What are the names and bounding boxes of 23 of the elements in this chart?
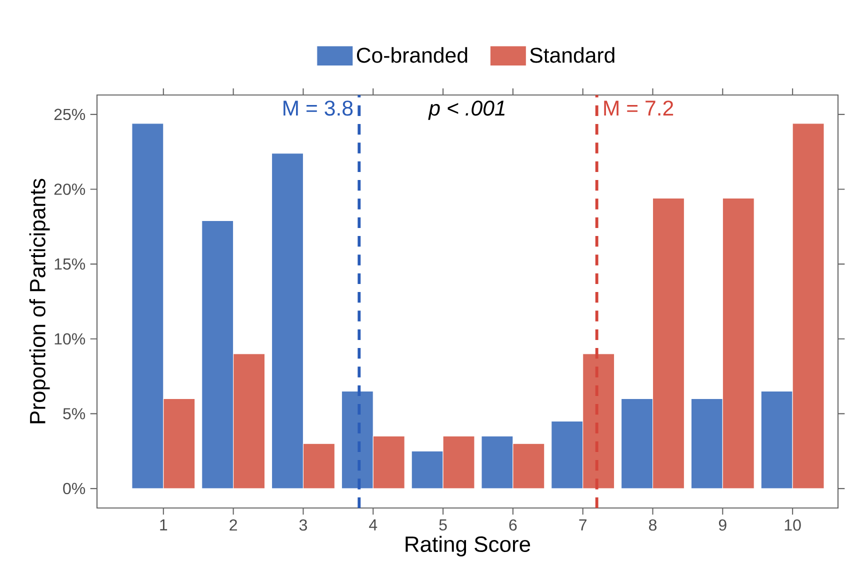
legend-label: Standard [530, 47, 614, 63]
annotation: p < .001 [428, 100, 505, 120]
x-tick-label: 3 [299, 519, 307, 531]
y-tick-label: 5% [63, 408, 86, 420]
x-tick-label: 8 [648, 519, 656, 531]
x-tick-label: 1 [160, 519, 168, 530]
y-tick-label: 15% [54, 258, 86, 270]
x-tick-label: 10 [784, 519, 801, 531]
y-tick-label: 10% [54, 333, 86, 345]
y-tick-label: 0% [63, 482, 86, 494]
ref-line-label: M = 3.8 [284, 100, 353, 116]
y-axis-title: Proportion of Participants [29, 178, 50, 424]
x-tick-label: 6 [509, 519, 517, 531]
x-tick-label: 7 [579, 519, 586, 530]
y-tick-label: 25% [54, 108, 86, 120]
legend-label: Co-branded [356, 47, 468, 63]
x-tick-label: 9 [718, 519, 726, 531]
y-tick-label: 20% [54, 184, 86, 195]
x-tick-label: 2 [230, 519, 237, 531]
x-tick-label: 4 [369, 519, 378, 530]
ref-line-label: M = 7.2 [604, 100, 674, 116]
x-axis-title: Rating Score [406, 536, 530, 556]
x-tick-label: 5 [439, 519, 447, 531]
